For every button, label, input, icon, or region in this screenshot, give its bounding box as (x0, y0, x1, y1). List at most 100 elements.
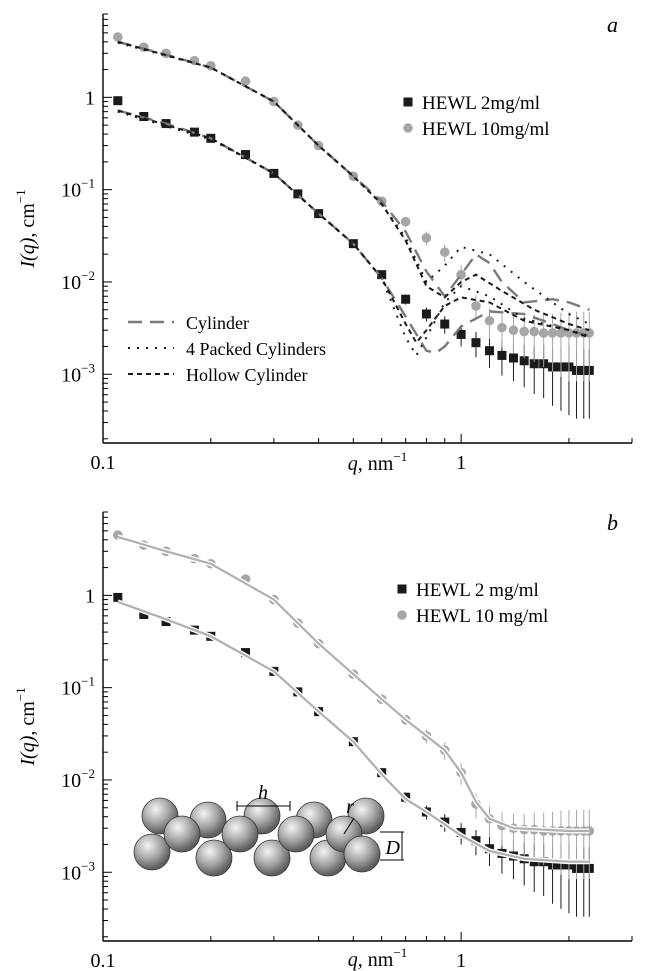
data-point (456, 827, 466, 837)
data-point (508, 325, 519, 336)
y-tick-exponent: −3 (81, 360, 95, 375)
data-point (519, 356, 529, 366)
legend-label: Hollow Cylinder (186, 365, 308, 385)
legend-label: HEWL 2 mg/ml (416, 580, 539, 601)
y-axis-var: I(q) (17, 735, 39, 766)
y-axis-label: I(q), cm−1 (13, 687, 39, 766)
data-point (240, 76, 251, 86)
y-tick-base: 10 (61, 272, 81, 294)
y-tick-label: 1 (85, 585, 95, 607)
y-tick-base: 10 (61, 180, 81, 202)
y-tick-base: 10 (61, 678, 81, 700)
data-point (484, 315, 495, 326)
h-label: h (258, 782, 268, 804)
model-curve-hollow-dash (117, 40, 590, 332)
legend-label: 4 Packed Cylinders (186, 339, 326, 359)
y-tick-base: 10 (61, 862, 81, 884)
x-tick-label: 1 (456, 452, 466, 474)
x-tick-label: 0.1 (91, 452, 116, 474)
inset-schematic: h r D (133, 782, 404, 877)
data-point (241, 150, 251, 160)
legend-label: HEWL 10mg/ml (422, 119, 550, 140)
data-point (113, 592, 123, 602)
data-point (439, 247, 450, 258)
data-point (529, 326, 540, 337)
data-point (400, 216, 411, 227)
data-point (484, 346, 494, 356)
y-tick-label: 10−1 (61, 674, 95, 700)
x-tick-label: 1 (456, 950, 466, 971)
data-point (139, 610, 149, 620)
y-tick-exponent: −2 (81, 766, 95, 781)
model-curve-hollow-dash (117, 109, 590, 345)
y-tick-base: 10 (61, 364, 81, 386)
legend-label: Cylinder (186, 313, 249, 333)
model-curve-dotted (117, 41, 590, 325)
y-tick-label: 10−2 (61, 268, 95, 294)
data-point (471, 338, 481, 348)
y-tick-exponent: −3 (81, 858, 95, 873)
sphere (163, 815, 201, 853)
y-tick-label: 10−1 (61, 176, 95, 202)
sphere (195, 839, 233, 877)
x-axis-var: q (348, 453, 358, 475)
x-axis-var: q (348, 949, 358, 971)
sphere (133, 833, 171, 871)
legend-marker (397, 584, 407, 594)
sphere (253, 839, 291, 877)
y-axis-unit: , cm (17, 203, 39, 238)
r-radius-line (343, 817, 355, 835)
y-tick-label: 10−3 (61, 858, 95, 884)
legend-marker (397, 610, 407, 620)
sphere (343, 835, 381, 873)
data-point (113, 32, 123, 42)
data-point (113, 96, 123, 106)
panel-letter: b (607, 510, 618, 535)
y-tick-base: 10 (61, 770, 81, 792)
data-point (456, 329, 466, 339)
y-axis-unit: , cm (17, 701, 39, 736)
sphere (221, 815, 259, 853)
data-point (556, 328, 566, 338)
y-tick-label: 1 (85, 87, 95, 109)
y-tick-base: 1 (85, 585, 95, 607)
y-tick-exponent: −1 (81, 176, 95, 191)
legend-marker (403, 123, 413, 133)
data-point (547, 328, 558, 338)
y-axis-label: I(q), cm−1 (13, 189, 39, 268)
x-axis-label: q, nm−1 (348, 449, 407, 475)
data-point (269, 168, 279, 178)
data-point (421, 233, 432, 243)
x-axis-unit: , nm (358, 453, 394, 475)
y-axis-exponent: −1 (13, 189, 28, 203)
data-point (497, 322, 507, 333)
data-point (538, 328, 549, 338)
data-point (471, 301, 481, 311)
x-axis-exponent: −1 (393, 945, 407, 960)
data-point (529, 359, 539, 369)
y-axis-exponent: −1 (13, 687, 28, 701)
legend-label: HEWL 2mg/ml (422, 93, 540, 114)
legend-label: HEWL 10 mg/ml (416, 606, 548, 627)
y-tick-label: 10−2 (61, 766, 95, 792)
data-point (497, 350, 507, 360)
data-point (401, 294, 411, 304)
data-point (519, 326, 529, 337)
r-label: r (346, 796, 354, 818)
panel-letter: a (607, 12, 618, 37)
x-tick-label: 0.1 (91, 950, 116, 971)
data-point (421, 309, 431, 319)
fit-curve (117, 600, 590, 863)
data-point (440, 319, 450, 329)
x-axis-label: q, nm−1 (348, 945, 407, 971)
x-axis-exponent: −1 (393, 449, 407, 464)
data-point (241, 648, 251, 658)
d-label: D (385, 837, 401, 859)
data-point (377, 270, 387, 280)
data-point (471, 836, 481, 846)
y-tick-exponent: −2 (81, 268, 95, 283)
model-curve-dashed (117, 40, 590, 311)
